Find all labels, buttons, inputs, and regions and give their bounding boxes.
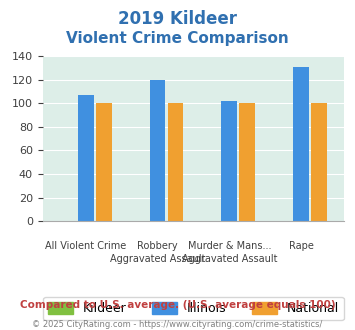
Bar [293,67,309,221]
Legend: Kildeer, Illinois, National: Kildeer, Illinois, National [43,297,344,320]
Bar [78,95,94,221]
Text: Compared to U.S. average. (U.S. average equals 100): Compared to U.S. average. (U.S. average … [20,300,335,310]
Bar [96,103,111,221]
Text: Aggravated Assault: Aggravated Assault [110,254,205,264]
Bar [311,103,327,221]
Text: Murder & Mans...: Murder & Mans... [188,241,271,250]
Text: All Violent Crime: All Violent Crime [45,241,126,250]
Bar [168,103,184,221]
Bar [240,103,255,221]
Text: Violent Crime Comparison: Violent Crime Comparison [66,31,289,46]
Text: Robbery: Robbery [137,241,178,250]
Text: Rape: Rape [289,241,314,250]
Text: © 2025 CityRating.com - https://www.cityrating.com/crime-statistics/: © 2025 CityRating.com - https://www.city… [32,320,323,329]
Text: 2019 Kildeer: 2019 Kildeer [118,10,237,28]
Bar [150,80,165,221]
Bar [222,101,237,221]
Text: Aggravated Assault: Aggravated Assault [182,254,277,264]
